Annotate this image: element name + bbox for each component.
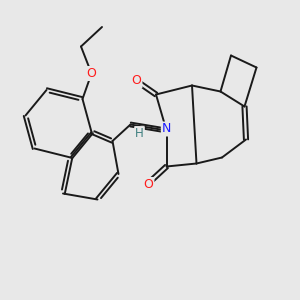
Text: N: N xyxy=(162,122,171,136)
Text: O: O xyxy=(87,67,96,80)
Text: O: O xyxy=(132,74,141,88)
Text: H: H xyxy=(135,127,144,140)
Text: O: O xyxy=(144,178,153,191)
